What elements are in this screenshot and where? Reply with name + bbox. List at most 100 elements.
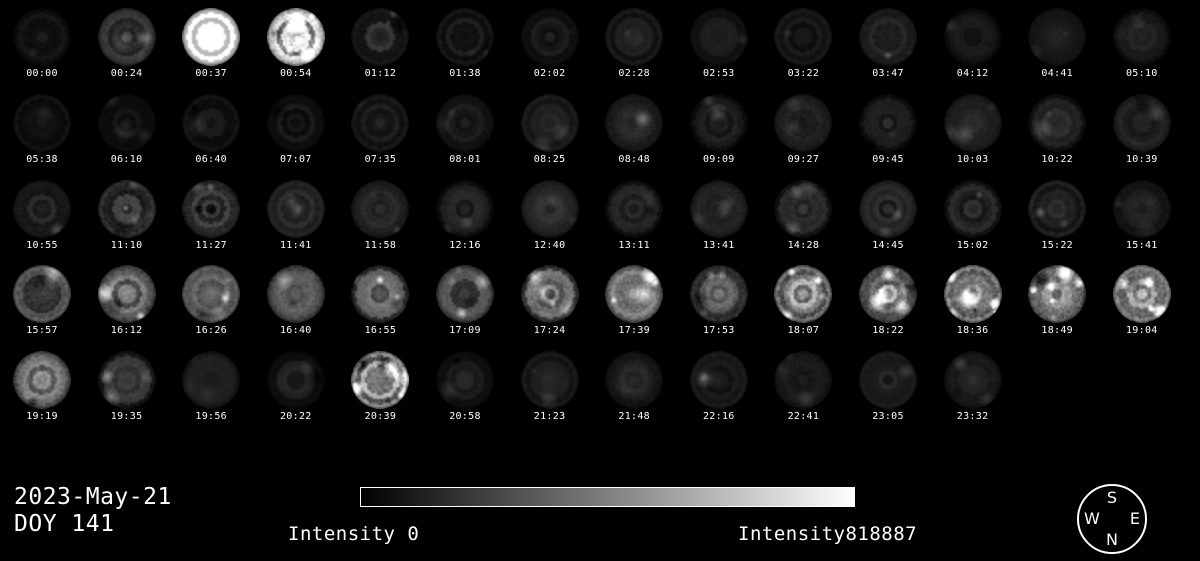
solar-frame[interactable]: 22:41 (761, 349, 845, 435)
solar-frame[interactable]: 07:35 (338, 92, 422, 178)
solar-frame[interactable]: 19:56 (169, 349, 253, 435)
solar-frame[interactable]: 15:57 (0, 263, 84, 349)
solar-disk[interactable] (520, 179, 579, 238)
solar-frame[interactable]: 00:37 (169, 6, 253, 92)
solar-disk[interactable] (97, 8, 156, 66)
solar-frame[interactable]: 11:58 (338, 178, 422, 264)
solar-disk[interactable] (97, 265, 156, 324)
solar-disk[interactable] (97, 351, 156, 410)
solar-disk[interactable] (436, 93, 494, 152)
solar-disk[interactable] (1028, 265, 1087, 324)
solar-frame[interactable]: 08:01 (423, 92, 507, 178)
solar-frame[interactable]: 09:09 (677, 92, 761, 178)
solar-frame[interactable]: 15:22 (1015, 178, 1099, 264)
solar-frame[interactable]: 12:40 (508, 178, 592, 264)
solar-disk[interactable] (266, 351, 325, 410)
solar-disk[interactable] (605, 8, 664, 66)
solar-frame[interactable]: 03:47 (846, 6, 930, 92)
solar-frame[interactable]: 12:16 (423, 178, 507, 264)
solar-frame[interactable]: 14:28 (761, 178, 845, 264)
solar-disk[interactable] (520, 351, 579, 410)
solar-disk[interactable] (605, 265, 664, 324)
solar-disk[interactable] (774, 8, 833, 66)
solar-frame[interactable]: 10:22 (1015, 92, 1099, 178)
solar-disk[interactable] (1112, 93, 1171, 152)
solar-disk[interactable] (943, 93, 1002, 152)
solar-frame[interactable]: 08:48 (592, 92, 676, 178)
solar-frame[interactable]: 13:11 (592, 178, 676, 264)
solar-frame[interactable]: 23:32 (931, 349, 1015, 435)
solar-disk[interactable] (266, 93, 325, 152)
solar-frame[interactable]: 02:02 (508, 6, 592, 92)
solar-disk[interactable] (436, 265, 494, 324)
solar-disk[interactable] (605, 351, 664, 410)
solar-frame[interactable]: 08:25 (508, 92, 592, 178)
solar-frame[interactable]: 19:04 (1100, 263, 1184, 349)
solar-frame[interactable]: 23:05 (846, 349, 930, 435)
solar-frame[interactable]: 01:38 (423, 6, 507, 92)
solar-frame[interactable]: 06:10 (85, 92, 169, 178)
solar-frame[interactable]: 15:02 (931, 178, 1015, 264)
solar-frame[interactable]: 07:07 (254, 92, 338, 178)
solar-disk[interactable] (351, 265, 410, 324)
solar-disk[interactable] (97, 93, 156, 152)
solar-frame[interactable]: 20:58 (423, 349, 507, 435)
solar-frame[interactable]: 18:36 (931, 263, 1015, 349)
solar-frame[interactable]: 00:54 (254, 6, 338, 92)
solar-frame[interactable]: 16:26 (169, 263, 253, 349)
solar-frame[interactable]: 02:53 (677, 6, 761, 92)
solar-disk[interactable] (689, 8, 748, 66)
solar-disk[interactable] (13, 351, 71, 410)
solar-disk[interactable] (859, 8, 917, 66)
solar-frame[interactable]: 13:41 (677, 178, 761, 264)
solar-disk[interactable] (859, 179, 917, 238)
solar-frame[interactable]: 17:09 (423, 263, 507, 349)
solar-disk[interactable] (266, 265, 325, 324)
solar-disk[interactable] (436, 179, 494, 238)
solar-frame[interactable]: 06:40 (169, 92, 253, 178)
solar-frame[interactable]: 21:48 (592, 349, 676, 435)
solar-disk[interactable] (1112, 179, 1171, 238)
solar-disk[interactable] (1112, 265, 1171, 324)
solar-disk[interactable] (436, 351, 494, 410)
solar-disk[interactable] (774, 93, 833, 152)
solar-frame[interactable]: 17:53 (677, 263, 761, 349)
solar-frame[interactable]: 04:41 (1015, 6, 1099, 92)
solar-disk[interactable] (351, 8, 410, 66)
solar-frame[interactable]: 11:41 (254, 178, 338, 264)
solar-disk[interactable] (13, 93, 71, 152)
solar-frame[interactable]: 11:27 (169, 178, 253, 264)
solar-frame[interactable]: 01:12 (338, 6, 422, 92)
solar-disk[interactable] (182, 265, 241, 324)
solar-disk[interactable] (943, 8, 1002, 66)
solar-frame[interactable]: 10:39 (1100, 92, 1184, 178)
solar-disk[interactable] (1028, 179, 1087, 238)
solar-disk[interactable] (859, 351, 917, 410)
solar-frame[interactable]: 20:22 (254, 349, 338, 435)
solar-frame[interactable]: 18:07 (761, 263, 845, 349)
solar-disk[interactable] (182, 351, 241, 410)
solar-frame[interactable]: 04:12 (931, 6, 1015, 92)
solar-frame[interactable]: 18:49 (1015, 263, 1099, 349)
solar-disk[interactable] (943, 265, 1002, 324)
solar-frame[interactable]: 18:22 (846, 263, 930, 349)
solar-frame[interactable]: 15:41 (1100, 178, 1184, 264)
solar-disk[interactable] (1028, 93, 1087, 152)
solar-frame[interactable]: 14:45 (846, 178, 930, 264)
solar-frame[interactable]: 20:39 (338, 349, 422, 435)
solar-disk[interactable] (689, 179, 748, 238)
solar-disk[interactable] (436, 8, 494, 66)
solar-frame[interactable]: 21:23 (508, 349, 592, 435)
solar-disk[interactable] (520, 8, 579, 66)
solar-disk[interactable] (351, 93, 410, 152)
solar-disk[interactable] (943, 351, 1002, 410)
solar-disk[interactable] (520, 93, 579, 152)
solar-frame[interactable]: 09:27 (761, 92, 845, 178)
solar-disk[interactable] (13, 8, 71, 66)
solar-frame[interactable]: 11:10 (85, 178, 169, 264)
solar-disk[interactable] (351, 179, 410, 238)
solar-disk[interactable] (689, 93, 748, 152)
solar-frame[interactable]: 00:00 (0, 6, 84, 92)
solar-disk[interactable] (605, 179, 664, 238)
solar-disk[interactable] (859, 93, 917, 152)
